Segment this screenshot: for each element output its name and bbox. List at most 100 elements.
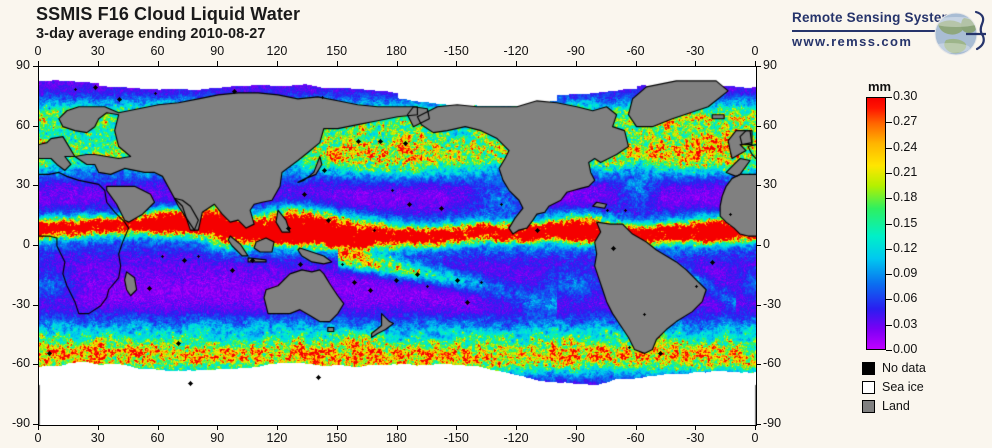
legend-row-land: Land xyxy=(862,398,992,416)
x-tick-bottom-7 xyxy=(456,425,458,430)
x-axis-label-top-12: 0 xyxy=(751,44,759,58)
y-axis-label-left-6: -90 xyxy=(12,416,31,430)
logo-divider xyxy=(792,30,942,32)
colorbar-label-5: 0.15 xyxy=(893,215,918,230)
y-axis-label-right-6: -90 xyxy=(763,416,782,430)
x-tick-top-1 xyxy=(97,61,99,66)
legend-swatch-0 xyxy=(862,362,875,375)
x-tick-bottom-6 xyxy=(396,425,398,430)
remss-logo[interactable]: Remote Sensing Systems www.remss.com xyxy=(792,8,988,60)
x-axis-label-top-3: 90 xyxy=(210,44,225,58)
x-axis-label-bottom-11: -30 xyxy=(686,431,705,445)
cloud-liquid-water-heatmap[interactable] xyxy=(39,67,756,425)
x-tick-bottom-9 xyxy=(575,425,577,430)
x-axis-label-top-10: -60 xyxy=(626,44,645,58)
colorbar-tick-8 xyxy=(886,299,892,301)
y-axis-label-left-3: 0 xyxy=(23,237,30,251)
y-tick-right-0 xyxy=(756,66,761,67)
x-tick-bottom-0 xyxy=(38,425,39,430)
legend-label-1: Sea ice xyxy=(882,380,924,394)
x-axis-label-top-1: 30 xyxy=(90,44,105,58)
y-tick-right-5 xyxy=(756,364,761,366)
x-tick-top-8 xyxy=(516,61,517,66)
x-axis-label-bottom-1: 30 xyxy=(90,431,105,445)
x-axis-label-bottom-0: 0 xyxy=(34,431,42,445)
colorbar-label-9: 0.03 xyxy=(893,316,918,331)
colorbar[interactable] xyxy=(866,97,886,350)
colorbar-label-4: 0.18 xyxy=(893,190,918,205)
logo-org-name: Remote Sensing Systems xyxy=(792,10,962,25)
colorbar-label-1: 0.27 xyxy=(893,114,918,129)
globe-icon xyxy=(934,10,986,56)
colorbar-tick-9 xyxy=(886,324,892,326)
page-subtitle: 3-day average ending 2010-08-27 xyxy=(36,26,266,42)
colorbar-tick-6 xyxy=(886,248,892,250)
colorbar-tick-10 xyxy=(886,350,892,351)
map-plot-area[interactable] xyxy=(38,66,757,426)
y-tick-right-6 xyxy=(756,424,761,425)
x-axis-label-bottom-8: -120 xyxy=(503,431,529,445)
x-axis-label-top-6: 180 xyxy=(386,44,407,58)
x-tick-bottom-11 xyxy=(695,425,697,430)
colorbar-label-6: 0.12 xyxy=(893,240,918,255)
category-legend: No data Sea ice Land xyxy=(862,360,992,417)
colorbar-tick-4 xyxy=(886,198,892,200)
colorbar-label-7: 0.09 xyxy=(893,266,918,281)
legend-row-no-data: No data xyxy=(862,360,992,378)
x-axis-label-top-7: -150 xyxy=(443,44,469,58)
colorbar-unit-label: mm xyxy=(868,79,892,94)
colorbar-tick-1 xyxy=(886,122,892,124)
x-axis-label-bottom-12: 0 xyxy=(751,431,759,445)
x-axis-label-bottom-3: 90 xyxy=(210,431,225,445)
y-tick-left-0 xyxy=(33,66,38,67)
colorbar-tick-3 xyxy=(886,172,892,174)
legend-swatch-1 xyxy=(862,381,875,394)
legend-row-sea-ice: Sea ice xyxy=(862,379,992,397)
y-tick-left-4 xyxy=(33,304,38,306)
x-tick-bottom-2 xyxy=(157,425,159,430)
colorbar-label-0: 0.30 xyxy=(893,89,918,103)
x-tick-bottom-5 xyxy=(336,425,338,430)
y-axis-label-left-2: 30 xyxy=(16,177,30,192)
x-axis-label-top-2: 60 xyxy=(150,44,165,58)
x-axis-label-top-4: 120 xyxy=(266,44,288,58)
y-tick-left-1 xyxy=(33,125,38,127)
y-tick-right-3 xyxy=(756,245,761,246)
x-tick-bottom-4 xyxy=(277,425,278,430)
colorbar-tick-5 xyxy=(886,223,892,225)
y-axis-label-right-2: 30 xyxy=(763,177,777,192)
x-tick-top-5 xyxy=(336,61,338,66)
x-axis-label-bottom-2: 60 xyxy=(150,431,165,445)
y-axis-label-left-5: -60 xyxy=(12,356,31,371)
colorbar-tick-0 xyxy=(886,97,892,98)
x-tick-top-2 xyxy=(157,61,159,66)
colorbar-tick-2 xyxy=(886,147,892,149)
y-tick-right-1 xyxy=(756,125,761,127)
x-axis-label-top-9: -90 xyxy=(566,44,585,58)
y-axis-label-left-0: 90 xyxy=(16,58,30,72)
y-axis-label-right-5: -60 xyxy=(763,356,782,371)
x-tick-top-3 xyxy=(217,61,219,66)
x-axis-label-top-11: -30 xyxy=(686,44,705,58)
x-tick-top-4 xyxy=(277,61,278,66)
y-axis-label-right-3: 0 xyxy=(763,237,770,251)
legend-label-2: Land xyxy=(882,399,910,413)
x-axis-label-top-8: -120 xyxy=(503,44,529,58)
x-tick-top-7 xyxy=(456,61,458,66)
y-axis-label-right-1: 60 xyxy=(763,117,777,132)
logo-website: www.remss.com xyxy=(792,34,913,49)
x-axis-label-top-5: 150 xyxy=(326,44,348,58)
y-tick-right-4 xyxy=(756,304,761,306)
colorbar-label-2: 0.24 xyxy=(893,139,918,154)
x-axis-label-bottom-7: -150 xyxy=(443,431,469,445)
x-tick-top-12 xyxy=(755,61,756,66)
y-axis-label-left-1: 60 xyxy=(16,117,30,132)
colorbar-gradient xyxy=(866,97,886,350)
y-axis-label-left-4: -30 xyxy=(12,296,31,311)
y-tick-right-2 xyxy=(756,185,761,187)
x-tick-bottom-12 xyxy=(755,425,756,430)
x-axis-label-bottom-10: -60 xyxy=(626,431,645,445)
x-tick-top-6 xyxy=(396,61,398,66)
x-tick-top-9 xyxy=(575,61,577,66)
